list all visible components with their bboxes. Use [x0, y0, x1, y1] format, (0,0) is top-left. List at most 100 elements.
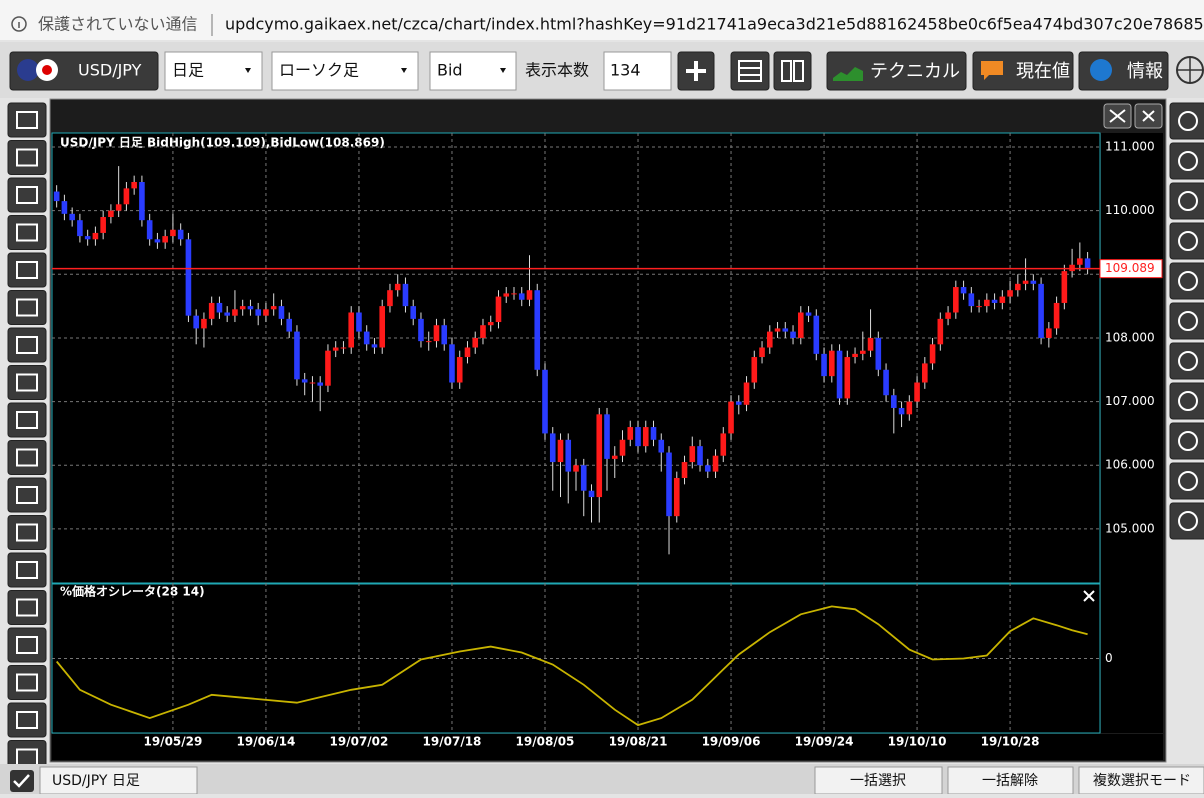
- tool-button[interactable]: [7, 402, 47, 438]
- dropdown-arrow: [401, 68, 407, 73]
- oscillator-close[interactable]: [1083, 590, 1095, 602]
- candle-body: [828, 350, 835, 377]
- layout-rows-button[interactable]: [730, 51, 770, 91]
- candle-body: [914, 382, 920, 402]
- side-button[interactable]: [1169, 262, 1204, 300]
- side-button[interactable]: [1169, 382, 1204, 420]
- side-button[interactable]: [1169, 422, 1204, 460]
- tool-button[interactable]: [7, 665, 47, 700]
- tool-button[interactable]: [7, 290, 47, 325]
- candle-body: [797, 312, 804, 338]
- layout-cols-button[interactable]: [773, 51, 812, 91]
- chart-tab[interactable]: [39, 766, 198, 795]
- candle-body: [503, 293, 510, 297]
- candle-body: [790, 331, 796, 338]
- footer-button-label: 一括選択: [850, 773, 906, 789]
- style-select[interactable]: [271, 51, 419, 91]
- side-icon: [1178, 431, 1198, 451]
- maximize-icon: [1109, 109, 1126, 123]
- candle-body: [588, 490, 595, 498]
- url[interactable]: updcymo.gaikaex.net/czca/chart/index.htm…: [225, 15, 1204, 34]
- tool-button[interactable]: [7, 327, 47, 363]
- current-price: 現在値: [1016, 61, 1070, 82]
- side-button[interactable]: [1169, 142, 1204, 180]
- tool-button[interactable]: [7, 552, 47, 588]
- candle-body: [697, 446, 703, 466]
- side-button[interactable]: [1169, 182, 1204, 220]
- tool-button[interactable]: [7, 252, 47, 288]
- footer-button[interactable]: [814, 766, 943, 795]
- candle-body: [77, 220, 83, 237]
- side-button[interactable]: [1169, 302, 1204, 340]
- candle-body: [782, 328, 789, 332]
- period-select[interactable]: [164, 51, 263, 91]
- count-input[interactable]: [603, 51, 672, 91]
- price-icon: [981, 61, 1003, 80]
- candle-body: [379, 306, 386, 348]
- tool-button[interactable]: [7, 440, 47, 475]
- candle-body: [286, 318, 292, 332]
- oscillator-line: [56, 605, 1088, 727]
- tool-button[interactable]: [7, 365, 47, 400]
- tool-button[interactable]: [7, 477, 47, 513]
- tool-button[interactable]: [7, 215, 47, 250]
- footer-button[interactable]: [1078, 766, 1204, 795]
- candle-body: [704, 465, 711, 472]
- side-icon: [1178, 231, 1198, 251]
- side-button[interactable]: [1169, 342, 1204, 380]
- tool-icon: [16, 186, 38, 204]
- tool-button[interactable]: [7, 140, 47, 175]
- candle-body: [278, 306, 285, 319]
- candle-body: [681, 462, 688, 478]
- side-button[interactable]: [1169, 102, 1204, 140]
- x-tick-label: 19/07/18: [423, 735, 482, 749]
- candle-body: [968, 293, 975, 307]
- plus-icon: [686, 61, 706, 81]
- candle-body: [441, 325, 448, 345]
- x-tick-label: 19/06/14: [237, 735, 296, 749]
- candle-body: [898, 407, 905, 415]
- price-axis: [1101, 133, 1163, 733]
- candle-body: [332, 347, 339, 351]
- tool-button[interactable]: [7, 515, 47, 550]
- price-type-select[interactable]: [429, 51, 517, 91]
- candle-body: [449, 344, 455, 383]
- side-button[interactable]: [1169, 222, 1204, 260]
- check-icon: [13, 774, 30, 788]
- tool-button[interactable]: [7, 702, 47, 738]
- candle-body: [766, 331, 773, 348]
- candle-body: [363, 331, 370, 345]
- x-tick-label: 19/05/29: [143, 735, 202, 749]
- candle-body: [162, 236, 168, 243]
- candle-body: [929, 344, 936, 364]
- candle-body: [557, 439, 564, 463]
- globe-lines: [1177, 57, 1203, 83]
- candle-body: [813, 315, 820, 354]
- side-icon: [1178, 151, 1198, 171]
- candle-body: [573, 465, 579, 472]
- side-button[interactable]: [1169, 502, 1204, 540]
- candle-body: [464, 347, 471, 358]
- tool-button[interactable]: [7, 177, 47, 213]
- candle-body: [487, 322, 494, 326]
- candle-body: [821, 353, 827, 377]
- side-button[interactable]: [1169, 462, 1204, 500]
- candle-body: [108, 210, 114, 218]
- footer-button[interactable]: [947, 766, 1074, 795]
- tool-icon: [16, 711, 38, 729]
- tool-button[interactable]: [7, 102, 47, 138]
- tool-button[interactable]: [7, 627, 47, 663]
- candle-body: [836, 350, 843, 399]
- count: 134: [610, 61, 641, 80]
- candle-body: [596, 414, 603, 498]
- candle-body: [131, 182, 137, 189]
- flag-jp-sun: [42, 65, 52, 75]
- plot: 105.000106.000107.000108.000109.000110.0…: [52, 133, 1163, 749]
- candle-body: [185, 239, 192, 316]
- candle-body: [1038, 283, 1044, 338]
- tool-button[interactable]: [7, 590, 47, 625]
- candle-body: [115, 204, 122, 211]
- side-icon: [1178, 191, 1198, 211]
- candle-body: [511, 293, 517, 295]
- chart-title: USD/JPY 日足 BidHigh(109.109),BidLow(108.8…: [60, 136, 385, 150]
